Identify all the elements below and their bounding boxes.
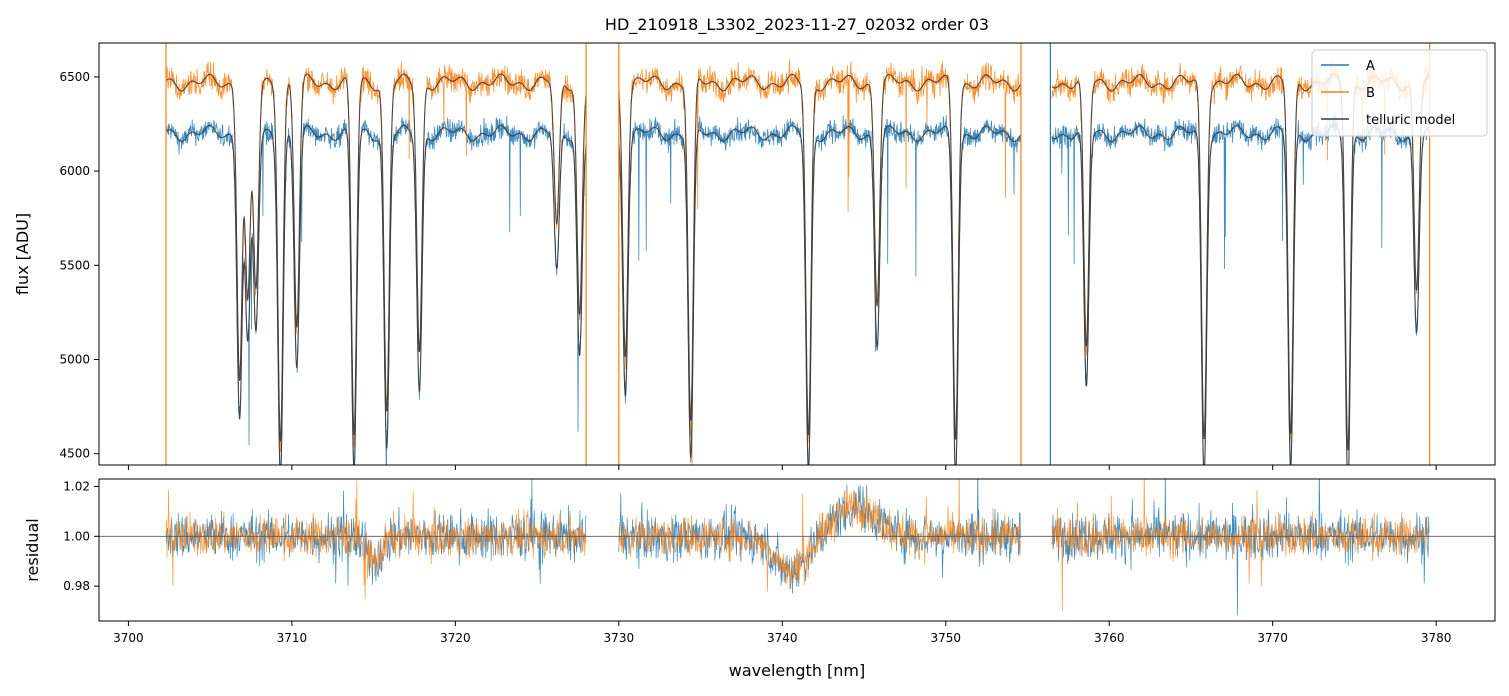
axes-layer: 3700 3710 3720 3730 3740 3750 3760 3770 3780 4500… — [59, 42, 1496, 645]
series-telluric-model-1-segment-0 — [165, 73, 587, 442]
top-y-tick-label: 4500 — [59, 447, 90, 461]
top-y-tick-label: 5000 — [59, 353, 90, 367]
x-tick-label: 3760 — [1094, 631, 1125, 645]
chart-title: HD_210918_L3302_2023-11-27_02032 order 0… — [605, 15, 989, 35]
top-panel-frame — [98, 42, 1496, 466]
top-y-tick-label: 5500 — [59, 258, 90, 272]
x-tick-label: 3750 — [930, 631, 961, 645]
x-tick-label: 3730 — [604, 631, 635, 645]
bottom-y-tick-label: 1.00 — [63, 529, 90, 543]
series-a-segment-2 — [1051, 112, 1430, 465]
residual-b-segment-1 — [618, 479, 1021, 592]
bottom-y-axis-label: residual — [23, 518, 42, 581]
bottom-panel-frame — [98, 478, 1496, 622]
legend-box — [1311, 49, 1488, 137]
bottom-y-tick-label: 0.98 — [63, 579, 90, 593]
x-tick-label: 3710 — [277, 631, 308, 645]
bottom-panel-plot-area — [99, 479, 1495, 616]
x-tick-label: 3720 — [440, 631, 471, 645]
top-y-tick-label: 6500 — [59, 70, 90, 84]
top-y-axis-label: flux [ADU] — [13, 213, 32, 295]
top-y-tick-label: 6000 — [59, 164, 90, 178]
x-tick-label: 3700 — [113, 631, 144, 645]
x-tick-label: 3780 — [1421, 631, 1452, 645]
legend-label-telluric-model: telluric model — [1366, 113, 1455, 128]
series-telluric-model-0-segment-1 — [618, 124, 1022, 465]
legend-label-b: B — [1366, 86, 1375, 101]
legend: A B telluric model — [1311, 49, 1488, 137]
bottom-y-tick-label: 1.02 — [63, 479, 90, 493]
legend-label-a: A — [1366, 59, 1375, 74]
x-tick-label: 3770 — [1257, 631, 1288, 645]
residual-b-segment-0 — [165, 480, 587, 599]
x-tick-label: 3740 — [767, 631, 798, 645]
series-telluric-model-1-segment-1 — [618, 73, 1022, 440]
series-telluric-model-0-segment-0 — [165, 124, 587, 465]
residual-b-segment-2 — [1051, 479, 1430, 611]
top-panel-plot-area — [165, 43, 1431, 465]
x-axis-label: wavelength [nm] — [729, 661, 866, 680]
